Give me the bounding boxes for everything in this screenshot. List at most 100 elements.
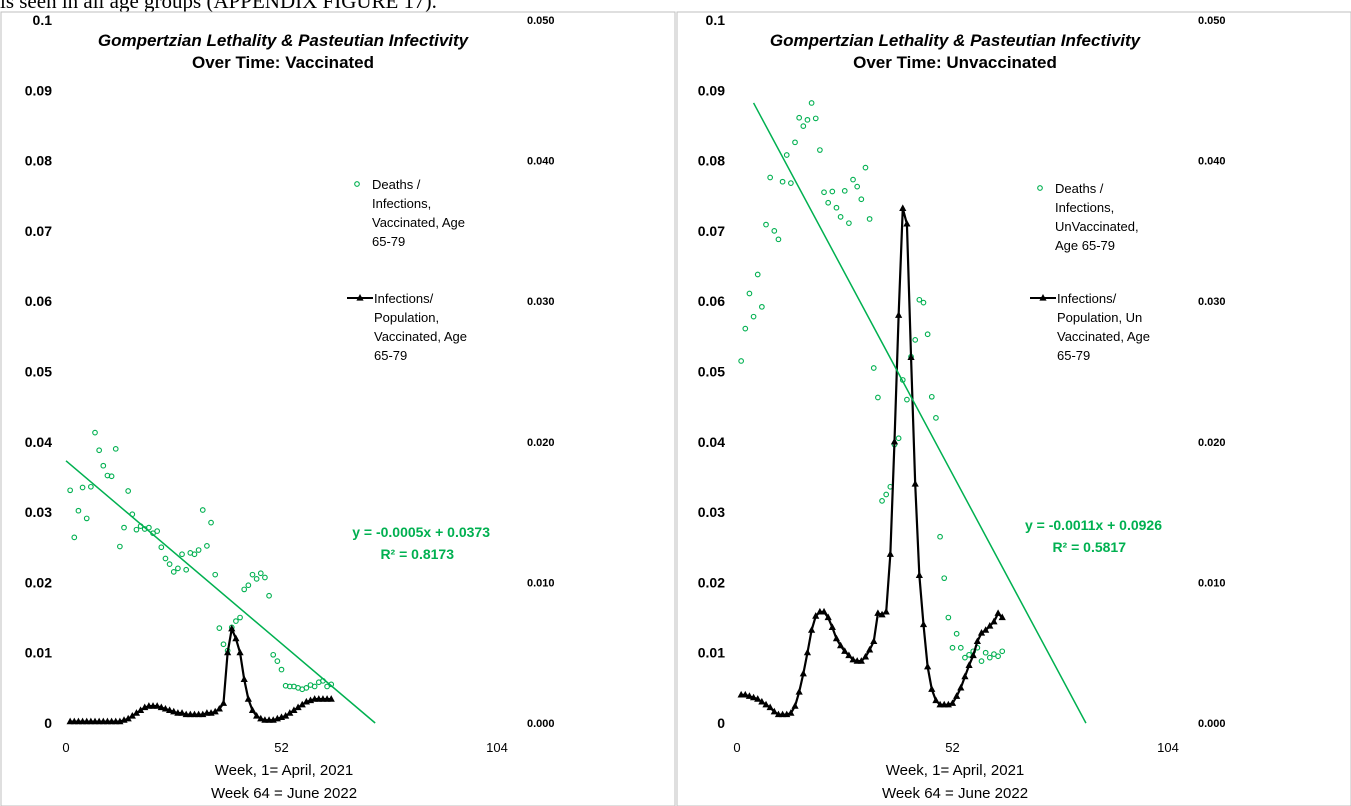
data-point-infections xyxy=(161,704,170,712)
data-point-infections xyxy=(957,683,965,691)
data-point-deaths-per-infection xyxy=(833,204,840,211)
data-point-infections xyxy=(973,637,981,645)
data-point-infections xyxy=(857,657,865,664)
data-point-deaths-per-infection xyxy=(112,445,119,452)
data-point-deaths-per-infection xyxy=(212,571,219,578)
data-point-deaths-per-infection xyxy=(850,176,856,183)
y-tick-right: 0.000 xyxy=(1198,718,1226,730)
y-tick-left: 0.03 xyxy=(25,504,52,520)
data-point-deaths-per-infection xyxy=(154,528,161,534)
data-point-infections xyxy=(244,695,252,702)
data-point-deaths-per-infection xyxy=(742,325,749,332)
legend-label: Infections, xyxy=(1055,200,1114,215)
trend-equation: y = -0.0011x + 0.0926 xyxy=(1025,517,1162,533)
y-tick-right: 0.020 xyxy=(1198,437,1226,449)
legend-label: Vaccinated, Age xyxy=(1057,329,1150,344)
data-point-deaths-per-infection xyxy=(245,582,252,589)
data-point-deaths-per-infection xyxy=(945,614,952,621)
data-point-deaths-per-infection xyxy=(303,684,310,691)
x-tick: 52 xyxy=(274,740,288,755)
data-point-deaths-per-infection xyxy=(821,189,827,196)
data-point-deaths-per-infection xyxy=(879,498,885,504)
data-point-infections xyxy=(136,706,145,713)
data-point-infections xyxy=(286,709,294,716)
data-point-deaths-per-infection xyxy=(920,299,927,306)
data-point-infections xyxy=(803,648,812,656)
data-point-deaths-per-infection xyxy=(216,625,223,631)
data-point-infections xyxy=(787,709,795,716)
data-point-deaths-per-infection xyxy=(759,303,765,310)
data-point-infections xyxy=(878,610,886,618)
data-point-infections xyxy=(290,706,298,713)
data-point-deaths-per-infection xyxy=(311,683,318,690)
trend-equation: y = -0.0005x + 0.0373 xyxy=(352,524,490,540)
legend-label: Population, xyxy=(374,310,439,325)
data-point-deaths-per-infection xyxy=(220,641,227,648)
data-point-deaths-per-infection xyxy=(75,507,82,514)
data-point-infections xyxy=(928,685,936,692)
data-point-deaths-per-infection xyxy=(183,566,190,573)
chart-frame xyxy=(676,11,1351,806)
data-point-deaths-per-infection xyxy=(895,435,902,442)
legend-marker-infections xyxy=(356,294,364,301)
data-point-deaths-per-infection xyxy=(763,221,769,228)
data-point-deaths-per-infection xyxy=(162,555,169,562)
data-point-deaths-per-infection xyxy=(812,115,819,122)
data-point-deaths-per-infection xyxy=(71,534,78,541)
data-point-infections xyxy=(766,703,774,711)
data-point-deaths-per-infection xyxy=(191,551,198,558)
y-tick-left: 0.04 xyxy=(25,434,52,450)
legend-label: Infections, xyxy=(372,196,431,211)
y-tick-left: 0.05 xyxy=(698,364,725,380)
data-point-deaths-per-infection xyxy=(270,651,277,658)
chart-title: Gompertzian Lethality & Pasteutian Infec… xyxy=(98,31,470,50)
data-point-deaths-per-infection xyxy=(957,644,964,651)
y-tick-left: 0.07 xyxy=(25,223,52,239)
data-point-infections xyxy=(219,699,228,706)
data-point-deaths-per-infection xyxy=(266,592,272,599)
data-point-infections xyxy=(211,707,219,715)
legend-label: 65-79 xyxy=(372,234,405,249)
data-point-infections xyxy=(998,613,1006,621)
y-tick-left: 0.1 xyxy=(706,12,726,28)
data-point-infections xyxy=(741,690,749,698)
data-point-infections xyxy=(824,613,832,621)
data-point-deaths-per-infection xyxy=(133,526,140,533)
y-tick-right: 0.030 xyxy=(527,296,555,308)
data-point-deaths-per-infection xyxy=(262,574,268,581)
x-tick: 52 xyxy=(945,740,959,755)
data-point-deaths-per-infection xyxy=(875,394,881,401)
trendline xyxy=(752,102,1087,724)
data-point-deaths-per-infection xyxy=(175,565,181,572)
data-point-deaths-per-infection xyxy=(904,396,910,403)
trend-r2: R² = 0.8173 xyxy=(380,546,454,562)
data-point-infections xyxy=(799,669,807,677)
data-point-deaths-per-infection xyxy=(233,618,239,624)
data-point-deaths-per-infection xyxy=(208,519,214,526)
y-tick-left: 0 xyxy=(717,715,725,731)
data-point-deaths-per-infection xyxy=(67,487,73,494)
data-point-deaths-per-infection xyxy=(237,614,243,621)
data-point-deaths-per-infection xyxy=(978,658,985,664)
data-point-infections xyxy=(899,204,907,212)
data-point-deaths-per-infection xyxy=(949,644,956,651)
data-point-infections xyxy=(157,703,165,711)
data-point-infections xyxy=(128,711,136,719)
data-point-infections xyxy=(994,609,1002,616)
data-point-infections xyxy=(890,437,899,445)
data-point-deaths-per-infection xyxy=(854,183,861,190)
data-point-deaths-per-infection xyxy=(738,358,744,364)
chart-subtitle: Over Time: Vaccinated xyxy=(192,53,374,72)
data-point-deaths-per-infection xyxy=(837,213,844,220)
data-point-infections xyxy=(861,652,870,660)
trendline xyxy=(65,460,376,724)
data-point-deaths-per-infection xyxy=(817,147,823,153)
data-point-infections xyxy=(257,714,265,722)
legend-label: 65-79 xyxy=(1057,348,1090,363)
chart-title: Gompertzian Lethality & Pasteutian Infec… xyxy=(770,31,1142,50)
data-point-deaths-per-infection xyxy=(146,524,152,531)
y-tick-right: 0.040 xyxy=(527,156,555,168)
y-tick-right: 0.020 xyxy=(527,437,555,449)
data-point-deaths-per-infection xyxy=(257,570,264,577)
